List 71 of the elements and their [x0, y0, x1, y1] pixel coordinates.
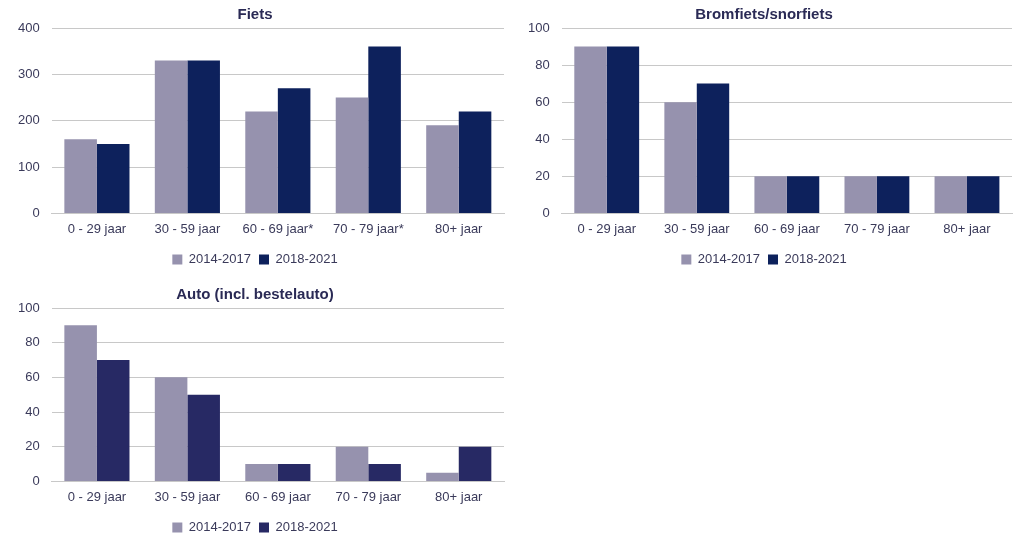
y-tick-label: 0: [32, 472, 40, 488]
x-tick-label: 0 - 29 jaar: [67, 220, 127, 236]
y-tick-label: 300: [17, 65, 40, 81]
bar: [876, 176, 910, 213]
bar: [934, 176, 967, 213]
y-tick-label: 60: [535, 93, 550, 109]
y-tick-label: 20: [535, 167, 550, 183]
x-tick-label: 30 - 59 jaar: [663, 220, 731, 236]
bar: [154, 60, 188, 213]
bar: [426, 125, 459, 213]
bar: [754, 176, 787, 213]
y-tick-label: 100: [17, 299, 40, 315]
x-tick-label: 70 - 79 jaar: [844, 220, 911, 236]
bar: [96, 143, 130, 213]
legend-label: 2018-2021: [275, 519, 338, 535]
legend-label: 2014-2017: [188, 519, 251, 535]
bar: [277, 88, 311, 213]
x-tick-label: 70 - 79 jaar: [335, 488, 402, 504]
legend-label: 2018-2021: [784, 251, 847, 267]
bar: [154, 377, 188, 481]
bar: [606, 46, 640, 213]
y-tick-label: 0: [32, 204, 40, 220]
y-tick-label: 100: [527, 19, 550, 35]
y-tick-label: 40: [25, 403, 40, 419]
bar: [245, 111, 278, 213]
bar: [64, 325, 97, 481]
y-tick-label: 20: [25, 438, 40, 454]
y-tick-label: 100: [17, 158, 40, 174]
bar: [335, 446, 369, 481]
legend-label: 2014-2017: [697, 251, 760, 267]
x-tick-label: 80+ jaar: [943, 220, 992, 236]
bar: [458, 111, 492, 213]
x-tick-label: 30 - 59 jaar: [154, 220, 221, 236]
x-tick-label: 0 - 29 jaar: [577, 220, 637, 236]
chart-title: Fiets: [237, 5, 273, 23]
bar: [786, 176, 820, 213]
chart-title: Bromfiets/snorfiets: [695, 5, 833, 23]
bar: [966, 176, 1000, 213]
y-tick-label: 40: [535, 130, 550, 146]
bar: [245, 464, 278, 481]
y-tick-label: 80: [25, 334, 40, 350]
x-tick-label: 60 - 69 jaar: [244, 488, 312, 504]
chart-title: Auto (incl. bestelauto): [176, 285, 334, 303]
x-tick-label: 60 - 69 jaar*: [242, 220, 314, 236]
bar: [187, 394, 220, 481]
x-tick-label: 60 - 69 jaar: [753, 220, 821, 236]
bar: [458, 446, 492, 481]
bar: [574, 46, 607, 213]
legend-label: 2014-2017: [188, 251, 251, 267]
y-tick-label: 60: [25, 368, 40, 384]
bar: [187, 60, 220, 213]
y-tick-label: 80: [535, 56, 550, 72]
x-tick-label: 70 - 79 jaar*: [332, 220, 404, 236]
bar: [426, 472, 459, 481]
x-tick-label: 30 - 59 jaar: [154, 488, 221, 504]
bar: [368, 46, 401, 213]
y-tick-label: 0: [542, 204, 550, 220]
bar: [664, 102, 697, 213]
y-tick-label: 200: [17, 112, 40, 128]
legend-label: 2018-2021: [275, 251, 338, 267]
x-tick-label: 0 - 29 jaar: [67, 488, 127, 504]
bar: [368, 464, 401, 481]
bar: [277, 464, 311, 481]
x-tick-label: 80+ jaar: [435, 220, 484, 236]
bar: [844, 176, 877, 213]
bar: [64, 139, 97, 213]
bar: [96, 360, 130, 481]
x-tick-label: 80+ jaar: [435, 488, 484, 504]
bar: [696, 83, 730, 213]
bar: [335, 97, 369, 213]
y-tick-label: 400: [17, 19, 40, 35]
